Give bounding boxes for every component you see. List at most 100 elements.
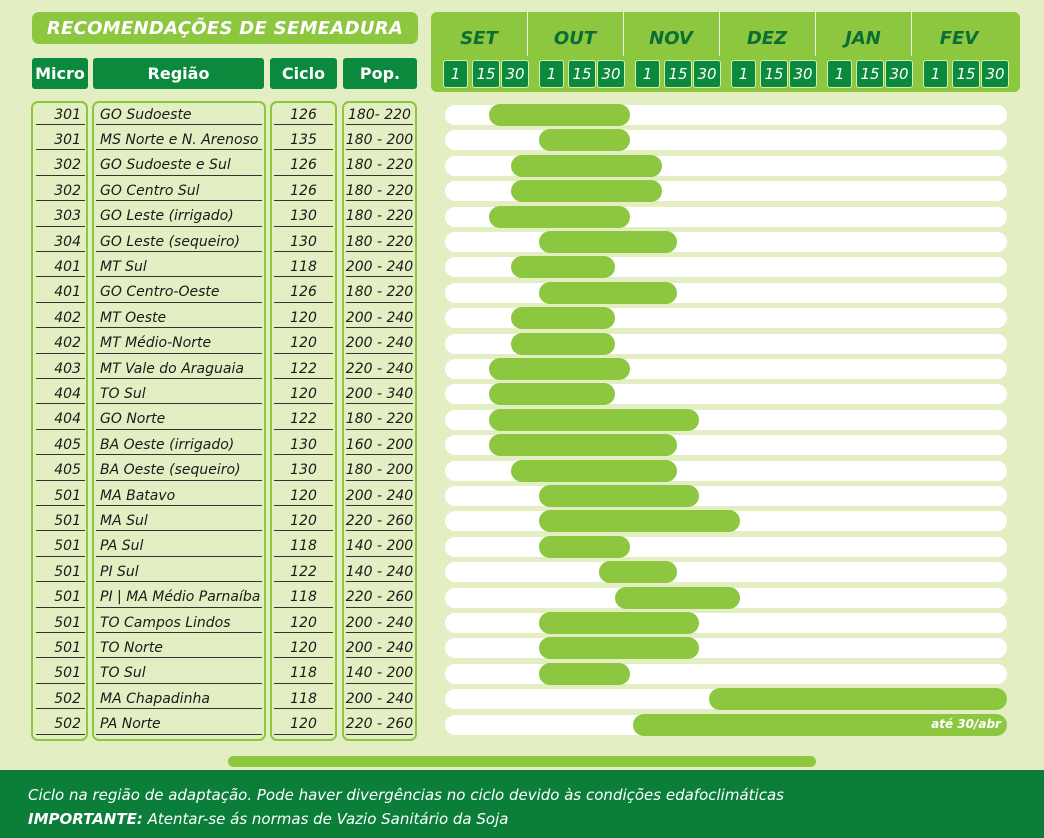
cell-pop: 180 - 220	[346, 181, 413, 202]
footer-note: Ciclo na região de adaptação. Pode haver…	[28, 786, 784, 804]
bar-note: até 30/abr	[931, 716, 1001, 731]
cell-micro: 402	[36, 334, 85, 354]
cell-ciclo: 130	[274, 207, 333, 227]
cell-ciclo: 130	[274, 232, 333, 252]
header-ciclo: Ciclo	[270, 58, 337, 89]
sowing-window-bar	[510, 256, 615, 279]
cell-ciclo: 118	[274, 689, 333, 710]
cell-ciclo: 122	[274, 562, 333, 583]
sowing-window-bar	[488, 408, 700, 431]
cell-pop: 140 - 200	[346, 664, 413, 684]
month-out: OUT	[553, 28, 597, 49]
cell-pop: 200 - 240	[346, 308, 413, 329]
cell-ciclo: 120	[274, 486, 333, 506]
day-dez-30: 30	[789, 60, 817, 88]
sowing-window-bar	[510, 459, 678, 482]
sowing-window-bar	[539, 662, 631, 685]
cell-regiao: TO Campos Lindos	[96, 613, 262, 633]
cell-micro: 304	[36, 232, 85, 252]
sowing-window-bar	[488, 104, 631, 126]
day-jan-15: 15	[856, 60, 884, 88]
cell-micro: 403	[36, 359, 85, 379]
month-divider	[527, 12, 528, 56]
months-header: SET 1 15 30 OUT 1 15 30 NOV 1 15 30 DEZ 1 15 30 JAN 1 15 30…	[431, 12, 1020, 92]
cell-micro: 401	[36, 283, 85, 303]
cell-micro: 501	[36, 562, 85, 583]
cell-regiao: PI | MA Médio Parnaíba	[96, 588, 262, 608]
cell-micro: 501	[36, 664, 85, 684]
cell-regiao: TO Sul	[96, 384, 262, 405]
timeline-track	[445, 282, 1007, 303]
cell-pop: 200 - 240	[346, 334, 413, 354]
cell-ciclo: 118	[274, 664, 333, 684]
day-out-30: 30	[597, 60, 625, 88]
cell-micro: 302	[36, 181, 85, 202]
cell-pop: 200 - 240	[346, 638, 413, 659]
timeline-track	[445, 613, 1007, 633]
cell-pop: 180 - 200	[346, 130, 413, 151]
sowing-window-bar	[539, 535, 631, 558]
cell-pop: 200 - 240	[346, 257, 413, 278]
timeline-track	[445, 562, 1007, 583]
cell-micro: 501	[36, 537, 85, 557]
cell-pop: 200 - 240	[346, 613, 413, 633]
cell-pop: 220 - 240	[346, 359, 413, 379]
cell-pop: 220 - 260	[346, 715, 413, 735]
month-nov: NOV	[649, 28, 693, 49]
timeline-track	[445, 486, 1007, 506]
ciclo-column	[270, 101, 337, 741]
cell-pop: 140 - 240	[346, 562, 413, 583]
sowing-window-bar	[488, 383, 615, 406]
sowing-window-bar	[539, 637, 700, 660]
cell-micro: 501	[36, 613, 85, 633]
header-pop: Pop.	[343, 58, 417, 89]
cell-regiao: TO Norte	[96, 638, 262, 659]
cell-micro: 302	[36, 156, 85, 176]
sowing-window-bar	[510, 154, 662, 177]
sowing-window-bar	[488, 205, 631, 228]
page-title: RECOMENDAÇÕES DE SEMEADURA	[32, 12, 418, 44]
cell-regiao: GO Sudoeste e Sul	[96, 156, 262, 176]
cell-pop: 200 - 240	[346, 689, 413, 710]
regiao-column	[92, 101, 266, 741]
month-divider	[911, 12, 912, 56]
cell-ciclo: 130	[274, 435, 333, 456]
day-jan-1: 1	[827, 60, 852, 88]
cell-pop: 200 - 340	[346, 384, 413, 405]
cell-ciclo: 118	[274, 588, 333, 608]
sowing-window-bar	[510, 307, 615, 330]
cell-regiao: MA Batavo	[96, 486, 262, 506]
cell-ciclo: 122	[274, 410, 333, 430]
sowing-window-bar	[708, 688, 1007, 711]
cell-pop: 160 - 200	[346, 435, 413, 456]
cell-ciclo: 135	[274, 130, 333, 151]
day-jan-30: 30	[885, 60, 913, 88]
day-fev-30: 30	[981, 60, 1009, 88]
cell-pop: 140 - 200	[346, 537, 413, 557]
sowing-window-bar	[539, 231, 678, 253]
footer: Ciclo na região de adaptação. Pode haver…	[0, 770, 1044, 838]
cell-regiao: TO Sul	[96, 664, 262, 684]
cell-regiao: GO Leste (sequeiro)	[96, 232, 262, 252]
cell-regiao: MS Norte e N. Arenoso	[96, 130, 262, 151]
sowing-window-bar	[539, 129, 631, 152]
footer-important: IMPORTANTE: Atentar-se ás normas de Vazi…	[28, 810, 508, 828]
horizontal-scrollbar[interactable]	[228, 756, 816, 767]
cell-micro: 303	[36, 207, 85, 227]
cell-ciclo: 118	[274, 257, 333, 278]
cell-ciclo: 120	[274, 334, 333, 354]
timeline-track	[445, 638, 1007, 659]
day-fev-15: 15	[952, 60, 980, 88]
cell-pop: 180 - 220	[346, 232, 413, 252]
cell-micro: 501	[36, 511, 85, 532]
cell-regiao: MT Oeste	[96, 308, 262, 329]
cell-regiao: GO Centro-Oeste	[96, 283, 262, 303]
cell-ciclo: 120	[274, 384, 333, 405]
cell-regiao: PI Sul	[96, 562, 262, 583]
day-fev-1: 1	[923, 60, 948, 88]
day-nov-15: 15	[664, 60, 692, 88]
sowing-window-bar	[488, 434, 678, 457]
cell-ciclo: 118	[274, 537, 333, 557]
sowing-window-bar	[539, 510, 741, 533]
cell-micro: 405	[36, 461, 85, 481]
